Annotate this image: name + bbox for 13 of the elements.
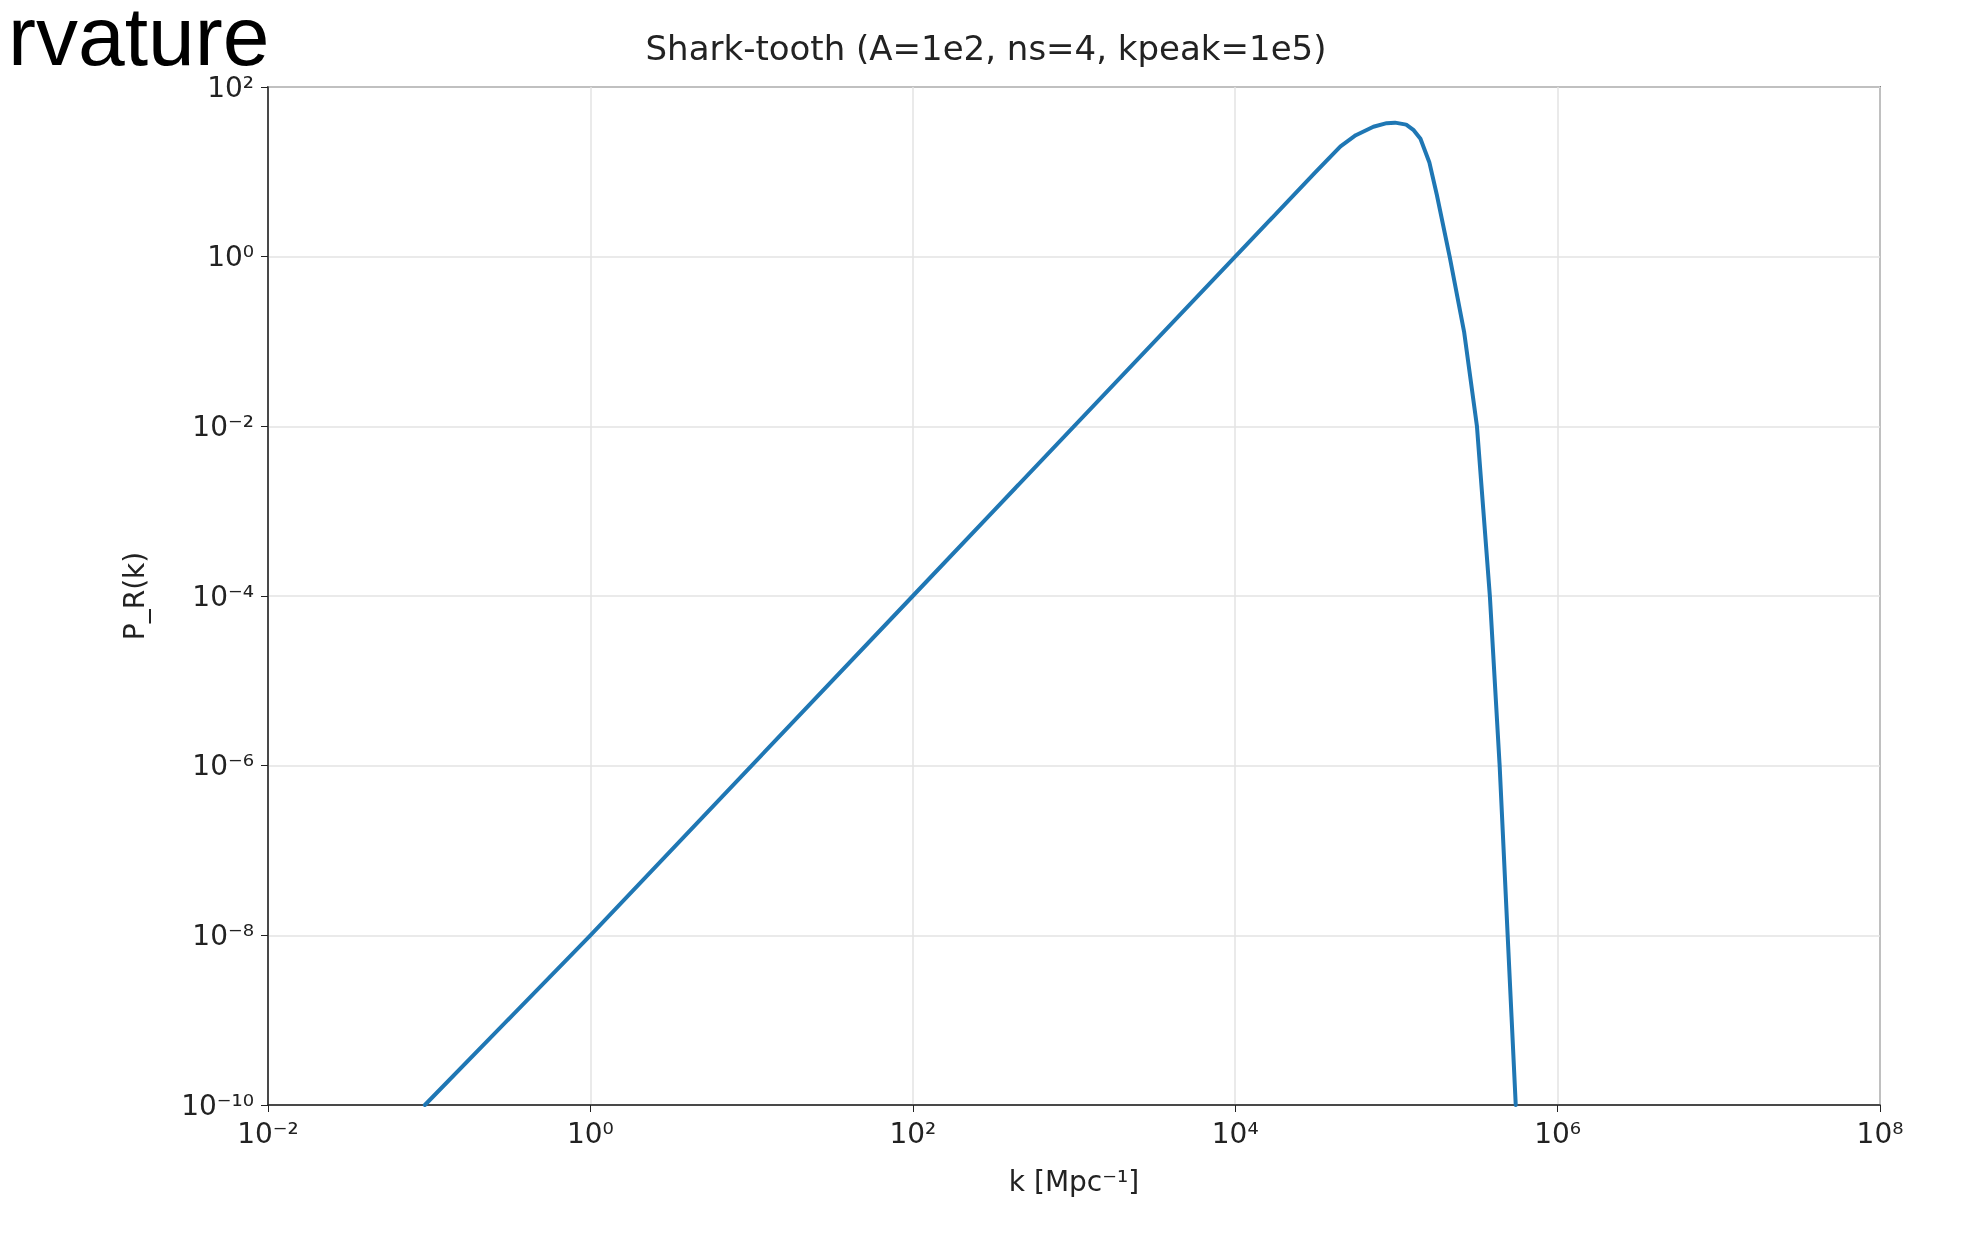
x-tick-label: 10²: [889, 1116, 937, 1150]
x-tick-label: 10⁴: [1211, 1116, 1259, 1150]
x-tick-label: 10⁰: [566, 1116, 614, 1150]
x-tick-label: 10⁶: [1534, 1116, 1582, 1150]
x-tick-label: 10⁸: [1856, 1116, 1904, 1150]
y-tick-label: 10⁻⁶: [192, 749, 254, 783]
y-tick-label: 10⁻⁴: [192, 579, 254, 613]
y-tick-label: 10⁻²: [192, 409, 254, 443]
chart-title: Shark-tooth (A=1e2, ns=4, kpeak=1e5): [645, 28, 1327, 68]
x-axis-title: k [Mpc⁻¹]: [1008, 1164, 1140, 1198]
y-tick-label: 10⁻⁸: [192, 918, 254, 952]
y-axis-title: P_R(k): [117, 551, 151, 641]
y-tick-label: 10⁰: [207, 240, 254, 274]
